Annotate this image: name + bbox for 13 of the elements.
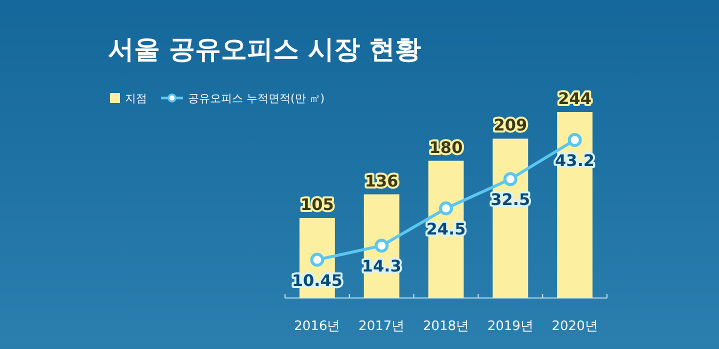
legend-label: 지점 [125, 92, 147, 105]
x-tick-label: 2018년 [422, 319, 470, 334]
chart-title: 서울 공유오피스 시장 현황 [108, 35, 422, 65]
data-label: 180 [429, 138, 463, 157]
data-label: 209 [494, 116, 528, 135]
data-label: 136 [364, 171, 398, 190]
x-tick-label: 2020년 [552, 319, 598, 334]
x-tick-label: 2016년 [294, 319, 340, 334]
legend-label: 공유오피스 누적면적(만 ㎡) [188, 92, 325, 105]
data-label: 105 [300, 194, 334, 214]
x-tick-label: 2019년 [487, 319, 534, 334]
data-label: 244 [558, 89, 592, 108]
x-tick-label: 2017년 [358, 319, 405, 334]
